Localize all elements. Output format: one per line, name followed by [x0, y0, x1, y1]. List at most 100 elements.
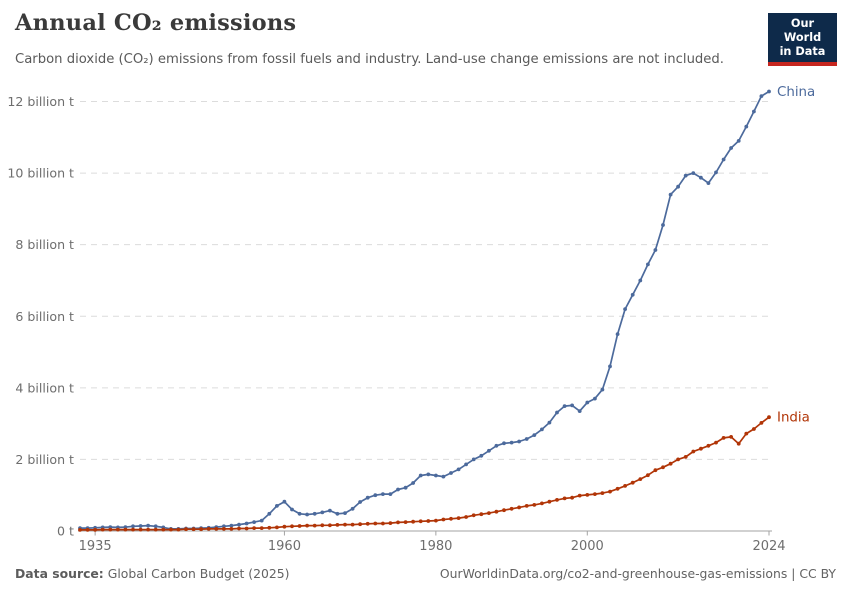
china-data-point [411, 481, 415, 485]
china-data-point [146, 523, 151, 528]
india-data-point [646, 473, 650, 478]
china-data-point [547, 420, 552, 425]
india-data-point [153, 527, 158, 532]
china-data-point [418, 473, 423, 478]
china-data-point [623, 307, 627, 311]
data-source-label: Data source: [15, 566, 104, 581]
china-data-point [312, 511, 317, 516]
india-data-point [411, 519, 415, 524]
china-data-point [767, 89, 771, 94]
india-data-point [191, 527, 196, 532]
china-data-point [668, 192, 673, 197]
india-data-point [471, 513, 476, 518]
india-data-point [176, 527, 181, 532]
y-axis-tick-label: 2 billion t [15, 452, 74, 467]
china-data-point [532, 433, 537, 437]
china-data-point [229, 523, 234, 528]
india-data-point [532, 503, 537, 507]
india-data-point [509, 506, 514, 511]
india-line [79, 416, 770, 531]
china-data-point [456, 467, 461, 472]
india-data-point [328, 523, 332, 528]
series-label-china[interactable]: China [777, 85, 815, 100]
china-data-point [381, 492, 385, 496]
china-data-point [646, 262, 650, 267]
india-data-point [206, 527, 211, 531]
china-data-point [714, 170, 718, 175]
india-data-point [721, 436, 726, 440]
china-data-point [426, 472, 431, 477]
india-data-point [146, 527, 151, 532]
india-data-point [585, 493, 590, 497]
china-data-point [479, 453, 484, 458]
china-data-point [358, 500, 362, 504]
y-axis-tick-label: 10 billion t [7, 166, 74, 181]
india-data-point [100, 527, 105, 532]
china-data-point [434, 473, 438, 478]
china-data-point [335, 511, 340, 516]
india-data-point [540, 501, 544, 506]
china-data-point [259, 518, 264, 523]
india-data-point [358, 522, 362, 527]
x-axis-tick-label: 1980 [419, 539, 452, 554]
emissions-line-chart: 0 t 2 billion t 4 billion t 6 billion t 8 bi… [7, 85, 815, 554]
china-data-point [320, 510, 325, 515]
china-data-point [373, 493, 378, 498]
owid-url-link[interactable]: OurWorldinData.org/co2-and-greenhouse-ga… [439, 566, 836, 581]
india-data-point [714, 440, 718, 445]
china-data-point [608, 364, 612, 369]
china-data-point [252, 520, 256, 524]
india-data-point [661, 465, 665, 470]
china-data-point [683, 173, 688, 178]
x-axis-tick-label: 2024 [752, 539, 785, 554]
china-line [79, 90, 770, 530]
china-data-point [540, 427, 544, 432]
china-data-point [653, 248, 658, 252]
china-data-point [744, 124, 749, 129]
india-data-point [479, 512, 484, 517]
india-data-point [615, 486, 620, 491]
india-data-point [305, 523, 309, 528]
china-data-point [630, 292, 635, 297]
india-data-point [767, 415, 771, 420]
india-data-point [222, 527, 226, 531]
owid-logo[interactable]: Our World in Data [768, 13, 837, 66]
china-data-point [661, 223, 665, 227]
india-data-point [85, 528, 90, 532]
india-data-point [623, 484, 627, 488]
china-data-point [350, 506, 355, 511]
india-data-point [570, 495, 574, 500]
chart-subtitle: Carbon dioxide (CO₂) emissions from foss… [15, 52, 724, 67]
india-data-point [456, 516, 461, 520]
y-axis-tick-label: 0 t [57, 524, 74, 539]
india-data-point [396, 520, 400, 525]
y-axis-tick-label: 4 billion t [15, 380, 74, 395]
india-data-point [237, 526, 241, 531]
india-data-point [699, 446, 703, 451]
india-data-point [229, 527, 234, 531]
y-axis-tick-label: 8 billion t [15, 237, 74, 252]
india-data-point [729, 435, 733, 439]
china-data-point [305, 512, 309, 517]
india-data-point [676, 457, 680, 462]
china-data-point [365, 495, 370, 500]
india-data-point [608, 489, 612, 494]
china-data-point [343, 511, 347, 515]
china-data-point [736, 139, 741, 143]
series-label-india[interactable]: India [777, 411, 810, 426]
india-data-point [267, 525, 272, 530]
china-data-point [494, 443, 499, 448]
india-data-point [275, 525, 279, 530]
china-data-point [403, 485, 408, 490]
x-axis-tick-label: 2000 [571, 539, 604, 554]
china-data-point [638, 278, 643, 283]
india-data-point [706, 443, 711, 448]
china-data-point [464, 462, 468, 467]
india-data-point [691, 449, 696, 454]
china-data-point [570, 403, 574, 408]
india-data-point [759, 421, 764, 425]
china-data-point [275, 504, 279, 508]
china-data-point [585, 400, 590, 405]
china-data-point [328, 508, 332, 513]
